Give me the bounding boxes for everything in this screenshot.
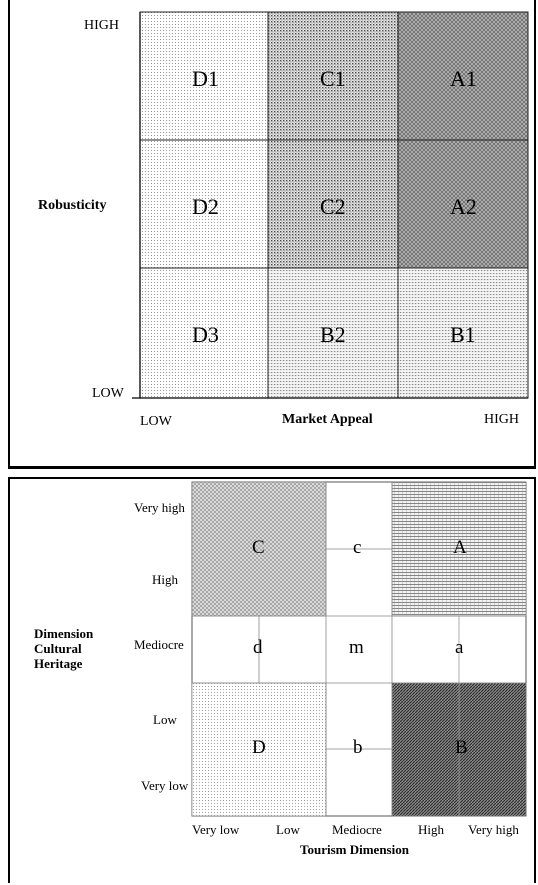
y-tick-very-low: Very low [141, 778, 189, 793]
cell-c2 [267, 139, 399, 269]
cultural-heritage-tourism-matrix-panel: C c A d m a D b B Very high High Mediocr… [8, 477, 536, 883]
region-label-c: c [353, 537, 362, 558]
x-tick-low: Low [276, 822, 300, 837]
market-appeal-robusticity-matrix-panel: D1 C1 A1 D2 C2 A2 D3 B2 B1 HIGH LOW Robu… [8, 0, 536, 469]
cell-label-c2: C2 [320, 194, 346, 219]
cell-label-b1: B1 [450, 322, 476, 347]
region-label-a: a [455, 637, 464, 658]
x-tick-very-high: Very high [468, 822, 519, 837]
cell-label-d1: D1 [192, 66, 219, 91]
cell-label-a1: A1 [450, 66, 477, 91]
region-label-b: b [353, 737, 363, 758]
y-tick-very-high: Very high [134, 500, 185, 515]
cell-c1 [267, 11, 399, 141]
x-tick-very-low: Very low [192, 822, 240, 837]
cell-label-a2: A2 [450, 194, 477, 219]
y-tick-low: Low [153, 712, 177, 727]
region-label-C: C [252, 537, 265, 558]
y-axis-low-label: LOW [92, 386, 124, 401]
bottom-matrix-graphic [191, 481, 527, 817]
x-axis-title-tourism: Tourism Dimension [300, 842, 409, 857]
y-axis-title: Robusticity [38, 198, 107, 213]
x-tick-mediocre: Mediocre [332, 822, 382, 837]
y-title-line-1: Dimension [34, 626, 94, 641]
top-matrix-graphic [132, 11, 529, 399]
cell-a2 [397, 139, 529, 269]
x-tick-high: High [418, 822, 444, 837]
region-A-fill [391, 481, 527, 617]
region-D-fill [191, 682, 327, 817]
cell-d2 [139, 139, 269, 269]
x-axis-low-label: LOW [140, 414, 172, 429]
y-title-line-3: Heritage [34, 656, 83, 671]
cell-label-d3: D3 [192, 322, 219, 347]
cell-label-b2: B2 [320, 322, 346, 347]
cell-label-c1: C1 [320, 66, 346, 91]
region-C-fill [191, 481, 327, 617]
y-axis-high-label: HIGH [84, 18, 119, 33]
y-tick-high: High [152, 572, 178, 587]
cell-a1 [397, 11, 529, 141]
cell-label-d2: D2 [192, 194, 219, 219]
region-label-A: A [453, 537, 467, 558]
x-axis-title: Market Appeal [282, 412, 373, 427]
region-label-B: B [455, 737, 468, 758]
region-label-D: D [252, 737, 266, 758]
y-title-line-2: Cultural [34, 641, 82, 656]
cell-b2 [267, 267, 399, 399]
cell-d1 [139, 11, 269, 141]
y-tick-mediocre: Mediocre [134, 637, 184, 652]
region-label-m: m [349, 637, 364, 658]
region-label-d: d [253, 637, 263, 658]
x-axis-high-label: HIGH [484, 412, 519, 427]
